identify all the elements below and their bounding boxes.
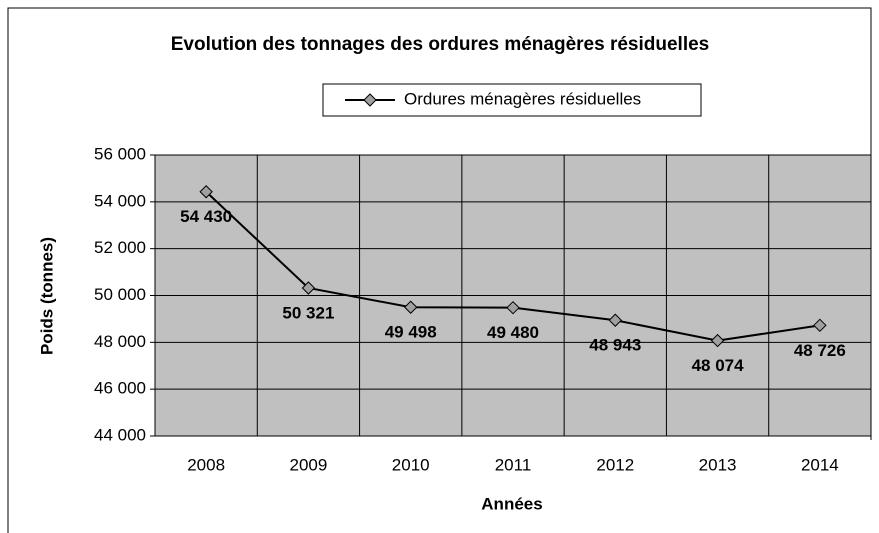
x-tick-label: 2008	[187, 455, 225, 474]
data-label: 48 074	[692, 356, 745, 375]
y-tick-label: 50 000	[94, 285, 146, 304]
legend-label: Ordures ménagères résiduelles	[404, 89, 641, 108]
data-point	[404, 300, 418, 314]
y-tick-label: 48 000	[94, 332, 146, 351]
x-tick-label: 2011	[495, 455, 532, 474]
data-label: 49 480	[487, 323, 539, 342]
data-point	[301, 281, 316, 295]
y-tick-label: 54 000	[94, 191, 146, 210]
data-point	[813, 318, 827, 333]
x-tick-label: 2013	[699, 455, 737, 474]
y-tick-label: 52 000	[94, 238, 146, 257]
y-axis-label: Poids (tonnes)	[37, 237, 56, 355]
data-point	[506, 300, 520, 315]
y-tick-label: 56 000	[94, 144, 146, 163]
x-tick-label: 2012	[596, 455, 634, 474]
legend-marker	[363, 93, 377, 107]
x-axis-label: Années	[481, 494, 542, 513]
data-point	[608, 313, 622, 327]
data-label: 48 726	[794, 341, 846, 360]
data-label: 49 498	[385, 323, 437, 342]
y-tick-label: 46 000	[94, 379, 146, 398]
y-tick-label: 44 000	[94, 425, 146, 444]
x-tick-label: 2010	[392, 455, 430, 474]
legend-box	[322, 83, 702, 117]
x-tick-label: 2014	[801, 455, 839, 474]
x-tick-label: 2009	[290, 455, 328, 474]
data-point	[710, 333, 725, 348]
data-label: 54 430	[180, 207, 232, 226]
data-point	[199, 185, 213, 199]
data-label: 48 943	[589, 336, 641, 355]
data-label: 50 321	[282, 303, 334, 322]
chart-title: Evolution des tonnages des ordures ménag…	[171, 34, 710, 55]
